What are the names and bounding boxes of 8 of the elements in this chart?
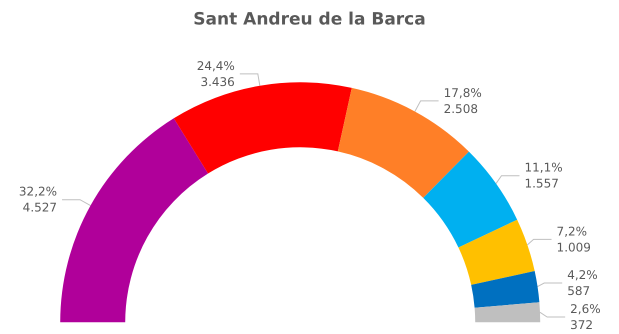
data-label: 11,1% 1.557 [524,160,563,191]
data-label: 24,4% 3.436 [196,58,235,89]
data-label: 32,2% 4.527 [18,184,58,215]
chart-title: Sant Andreu de la Barca [193,10,426,30]
data-label: 4,2% 587 [567,268,598,298]
data-label: 2,6% 372 [570,302,601,332]
data-label: 17,8% 2.508 [444,86,482,116]
data-label: 7,2% 1.009 [556,224,591,254]
